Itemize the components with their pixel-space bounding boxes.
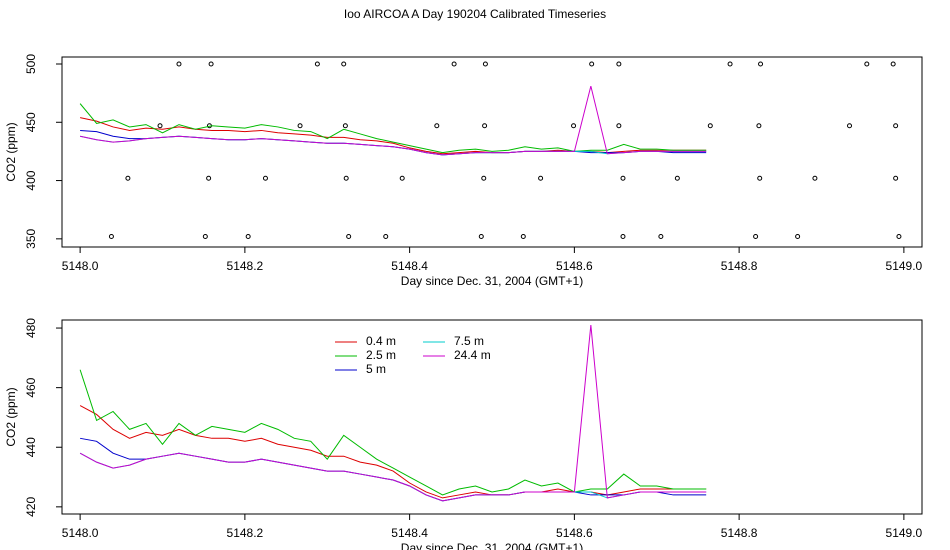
series-line: [79, 325, 707, 502]
flag-point: [520, 234, 526, 240]
series-line: [79, 405, 707, 499]
flag-point: [847, 123, 853, 129]
y-tick-label: 400: [24, 170, 38, 190]
series-line: [80, 129, 707, 156]
series-line: [79, 103, 707, 154]
flag-point: [753, 234, 759, 240]
x-tick-label: 5148.8: [721, 259, 758, 273]
flag-point: [478, 234, 484, 240]
flag-point: [890, 61, 896, 67]
flag-point: [481, 175, 487, 181]
x-axis-label: Day since Dec. 31, 2004 (GMT+1): [401, 541, 583, 550]
flag-point: [893, 175, 899, 181]
flag-point: [756, 123, 762, 129]
flag-point: [202, 234, 208, 240]
x-axis-label: Day since Dec. 31, 2004 (GMT+1): [401, 274, 583, 288]
y-tick-label: 440: [24, 437, 38, 457]
y-tick-label: 480: [24, 318, 38, 338]
flag-point: [893, 123, 899, 129]
chart-title: Ioo AIRCOA A Day 190204 Calibrated Times…: [344, 7, 606, 21]
flag-point: [262, 175, 268, 181]
flag-point: [616, 123, 622, 129]
y-tick-label: 450: [24, 112, 38, 132]
series-line: [80, 86, 707, 156]
series-line: [79, 369, 707, 496]
flag-point: [482, 61, 488, 67]
flag-point: [482, 123, 488, 129]
y-tick-label: 350: [24, 229, 38, 249]
legend-label: 0.4 m: [366, 334, 396, 348]
flag-point: [341, 61, 347, 67]
flag-point: [620, 234, 626, 240]
x-tick-label: 5148.0: [62, 259, 99, 273]
flag-point: [571, 123, 577, 129]
flag-point: [707, 123, 713, 129]
x-tick-label: 5148.6: [556, 259, 593, 273]
flag-point: [758, 61, 764, 67]
flag-point: [125, 175, 131, 181]
flag-point: [343, 175, 349, 181]
flag-point: [383, 234, 389, 240]
flag-point: [206, 175, 212, 181]
flag-point: [727, 61, 733, 67]
legend-label: 7.5 m: [454, 334, 484, 348]
flag-point: [451, 61, 457, 67]
y-tick-label: 460: [24, 377, 38, 397]
flag-point: [616, 61, 622, 67]
legend-label: 24.4 m: [454, 348, 491, 362]
x-tick-label: 5148.2: [227, 526, 264, 540]
y-axis-label: CO2 (ppm): [4, 387, 18, 446]
flag-point: [176, 61, 182, 67]
y-tick-label: 500: [24, 54, 38, 74]
x-tick-label: 5149.0: [886, 259, 923, 273]
flag-point: [314, 61, 320, 67]
flag-point: [864, 61, 870, 67]
flag-point: [658, 234, 664, 240]
x-tick-label: 5148.0: [62, 526, 99, 540]
flag-point: [620, 175, 626, 181]
flag-point: [538, 175, 544, 181]
flag-point: [757, 175, 763, 181]
flag-point: [399, 175, 405, 181]
x-tick-label: 5148.4: [391, 259, 428, 273]
flag-point: [108, 234, 114, 240]
legend-label: 5 m: [366, 362, 386, 376]
x-tick-label: 5148.6: [556, 526, 593, 540]
flag-point: [795, 234, 801, 240]
flag-point: [896, 234, 902, 240]
x-tick-label: 5148.8: [721, 526, 758, 540]
flag-point: [434, 123, 440, 129]
y-axis-label: CO2 (ppm): [4, 122, 18, 181]
x-tick-label: 5148.4: [391, 526, 428, 540]
legend-label: 2.5 m: [366, 348, 396, 362]
flag-point: [346, 234, 352, 240]
flag-point: [245, 234, 251, 240]
flag-point: [208, 61, 214, 67]
flag-point: [674, 175, 680, 181]
flag-point: [157, 123, 163, 129]
flag-point: [297, 123, 303, 129]
plot-frame: [61, 56, 923, 248]
y-tick-label: 420: [24, 497, 38, 517]
series-line: [80, 437, 707, 502]
flag-point: [812, 175, 818, 181]
flag-point: [589, 61, 595, 67]
x-tick-label: 5149.0: [886, 526, 923, 540]
x-tick-label: 5148.2: [227, 259, 264, 273]
plot-frame: [61, 319, 923, 515]
flag-point: [342, 123, 348, 129]
